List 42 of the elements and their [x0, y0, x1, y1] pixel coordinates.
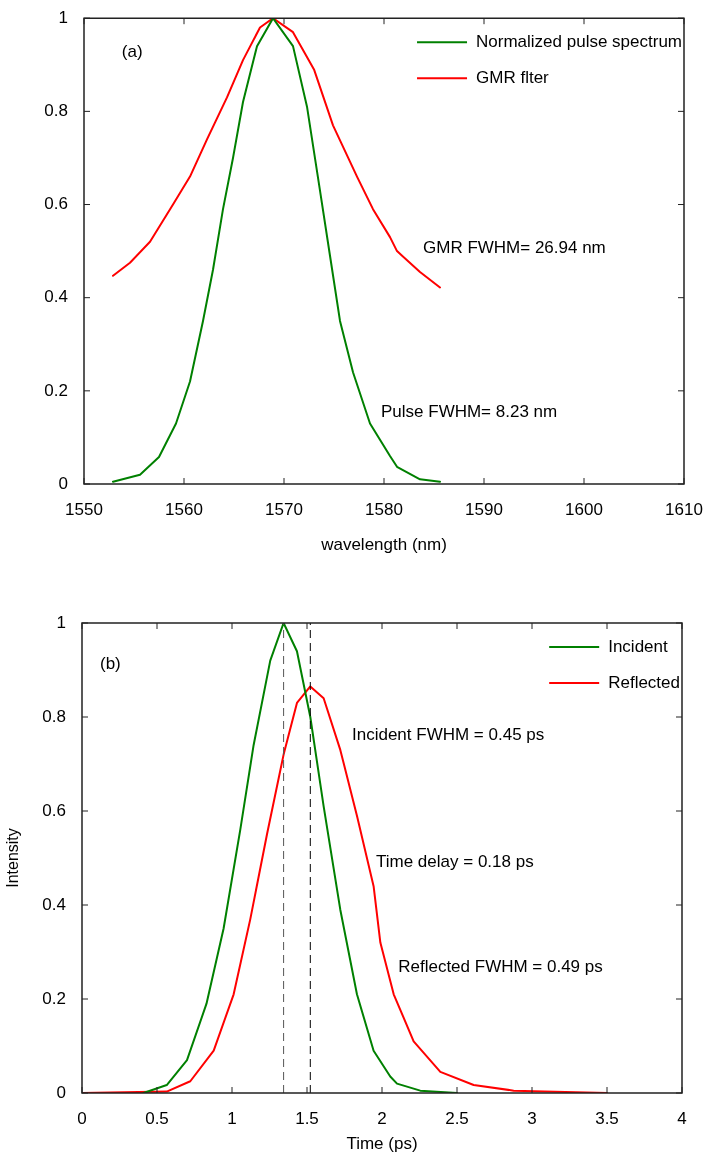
x-tick-label: 1550 — [65, 499, 103, 519]
annotation: Time delay = 0.18 ps — [376, 852, 534, 872]
x-tick-label: 2 — [377, 1108, 387, 1128]
y-tick-label: 0.4 — [42, 894, 66, 914]
legend-label: Reflected — [608, 672, 681, 692]
x-tick-label: 0.5 — [145, 1108, 169, 1128]
annotation: (a) — [121, 42, 143, 62]
x-axis-title: wavelength (nm) — [320, 535, 447, 555]
legend-label: Normalized pulse spectrum — [476, 31, 682, 51]
annotation: Incident FWHM = 0.45 ps — [352, 725, 545, 745]
y-tick-label: 0.8 — [44, 101, 68, 121]
x-tick-label: 1560 — [165, 499, 203, 519]
x-tick-label: 1580 — [365, 499, 403, 519]
x-tick-label: 3.5 — [595, 1108, 619, 1128]
y-axis-title: Intensity — [4, 828, 22, 888]
annotation: GMR FWHM= 26.94 nm — [423, 238, 606, 258]
legend-label: GMR flter — [476, 67, 550, 87]
x-tick-label: 1590 — [465, 499, 503, 519]
y-tick-label: 0.6 — [44, 194, 68, 214]
y-tick-label: 0 — [58, 473, 68, 493]
x-tick-label: 1.5 — [295, 1108, 319, 1128]
y-tick-label: 0 — [56, 1082, 66, 1102]
x-axis-title: Time (ps) — [346, 1134, 418, 1154]
x-tick-label: 3 — [527, 1108, 537, 1128]
legend-label: Incident — [608, 636, 668, 656]
annotation: Pulse FWHM= 8.23 nm — [381, 402, 558, 422]
x-tick-label: 1610 — [665, 499, 703, 519]
y-tick-label: 1 — [58, 7, 68, 27]
annotation: (b) — [100, 653, 121, 673]
x-tick-label: 1600 — [565, 499, 603, 519]
x-tick-label: 1 — [227, 1108, 237, 1128]
x-tick-label: 1570 — [265, 499, 303, 519]
x-tick-label: 4 — [677, 1108, 687, 1128]
y-tick-label: 0.4 — [44, 287, 68, 307]
y-tick-label: 0.2 — [42, 988, 66, 1008]
y-tick-label: 0.6 — [42, 800, 66, 820]
x-tick-label: 2.5 — [445, 1108, 469, 1128]
annotation: Reflected FWHM = 0.49 ps — [398, 956, 603, 976]
y-tick-label: 0.2 — [44, 380, 68, 400]
y-tick-label: 1 — [56, 612, 66, 632]
y-tick-label: 0.8 — [42, 706, 66, 726]
x-tick-label: 0 — [77, 1108, 87, 1128]
